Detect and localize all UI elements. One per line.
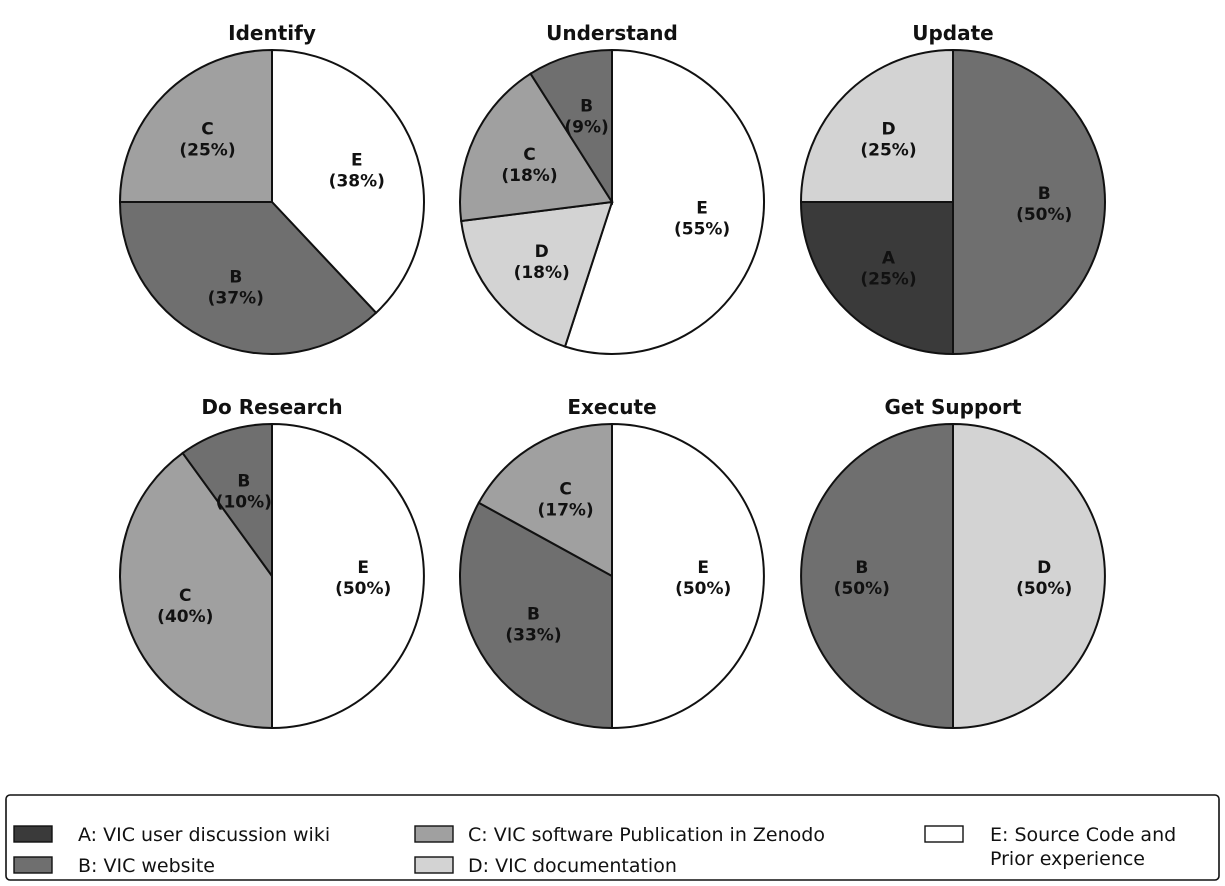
pie-slice-execute-e (611, 422, 765, 730)
pie-title-update: Update (912, 21, 994, 45)
legend: A: VIC user discussion wiki B: VIC websi… (5, 794, 1220, 881)
pie-title-understand: Understand (546, 21, 678, 45)
pie-title-execute: Execute (567, 395, 656, 419)
pie-slice-label-identify-c: C (25%) (179, 120, 235, 161)
pie-slice-update-a (799, 201, 954, 356)
legend-swatch-e (924, 825, 964, 843)
pie-slice-label-get-support-b: B (50%) (834, 558, 890, 599)
pie-execute: Execute E (50%) B (33%) C (17%) (459, 395, 765, 730)
pie-slice-label-understand-e: E (55%) (674, 198, 730, 239)
pie-slice-identify-e (271, 48, 425, 315)
pie-slice-label-do-research-b: B (10%) (216, 471, 272, 512)
pie-slice-label-execute-e: E (50%) (675, 558, 731, 599)
pie-slice-get-support-d (952, 422, 1106, 730)
pie-update: Update B (50%) A (25%) D (25%) (799, 21, 1106, 356)
pie-slice-label-execute-c: C (17%) (537, 480, 593, 521)
legend-swatch-b (13, 856, 53, 874)
pie-slice-understand-b (529, 48, 613, 206)
pie-title-identify: Identify (228, 21, 316, 45)
pie-slice-identify-c (118, 48, 273, 203)
pie-slice-update-b (952, 48, 1106, 356)
legend-label-e: E: Source Code and (990, 824, 1176, 846)
pie-slice-label-do-research-c: C (40%) (157, 586, 213, 627)
pie-slice-label-update-b: B (50%) (1016, 184, 1072, 225)
pie-do-research: Do Research E (50%) C (40%) B (10%) (119, 395, 425, 730)
pie-slice-get-support-b (800, 422, 954, 730)
pie-slice-understand-d (460, 200, 614, 348)
pie-slice-do-research-e (271, 422, 425, 730)
legend-swatch-d (414, 856, 454, 874)
pie-title-get-support: Get Support (885, 395, 1022, 419)
pie-slice-label-identify-b: B (37%) (208, 268, 264, 309)
pie-get-support: Get Support D (50%) B (50%) (800, 395, 1106, 730)
legend-label-d: D: VIC documentation (468, 855, 677, 877)
legend-swatch-a (13, 825, 53, 843)
legend-label-a: A: VIC user discussion wiki (78, 824, 330, 846)
pie-slice-do-research-c (119, 451, 273, 730)
legend-label-b: B: VIC website (78, 855, 215, 877)
pie-slice-identify-b (118, 201, 378, 355)
pie-understand: Understand E (55%) D (18%) C (18%)B (9%) (459, 21, 765, 355)
pie-title-do-research: Do Research (201, 395, 342, 419)
pie-identify: Identify E (38%) B (37%) C (25%) (118, 21, 425, 355)
pie-slice-label-update-a: A (25%) (860, 249, 916, 290)
pie-slice-update-d (799, 48, 954, 203)
pie-slice-execute-c (477, 422, 613, 578)
pie-slice-label-update-d: D (25%) (860, 120, 916, 161)
pie-slice-label-execute-b: B (33%) (505, 604, 561, 645)
pie-slice-understand-c (459, 72, 614, 223)
pie-slice-understand-e (563, 48, 765, 355)
pie-slice-label-understand-b: B (9%) (564, 96, 608, 137)
pie-slice-label-do-research-e: E (50%) (335, 558, 391, 599)
pie-slice-label-understand-d: D (18%) (514, 242, 570, 283)
legend-label-e-line2: Prior experience (990, 848, 1145, 870)
legend-swatch-c (414, 825, 454, 843)
pie-slice-label-understand-c: C (18%) (501, 145, 557, 186)
pie-slice-execute-b (459, 501, 613, 730)
legend-frame (5, 794, 1220, 881)
legend-label-c: C: VIC software Publication in Zenodo (468, 824, 825, 846)
pie-slice-do-research-b (181, 422, 273, 580)
pie-grid: Identify E (38%) B (37%) C (25%) Understand E (55… (118, 21, 1106, 730)
pie-slice-label-identify-e: E (38%) (329, 150, 385, 191)
pie-slice-label-get-support-d: D (50%) (1016, 558, 1072, 599)
